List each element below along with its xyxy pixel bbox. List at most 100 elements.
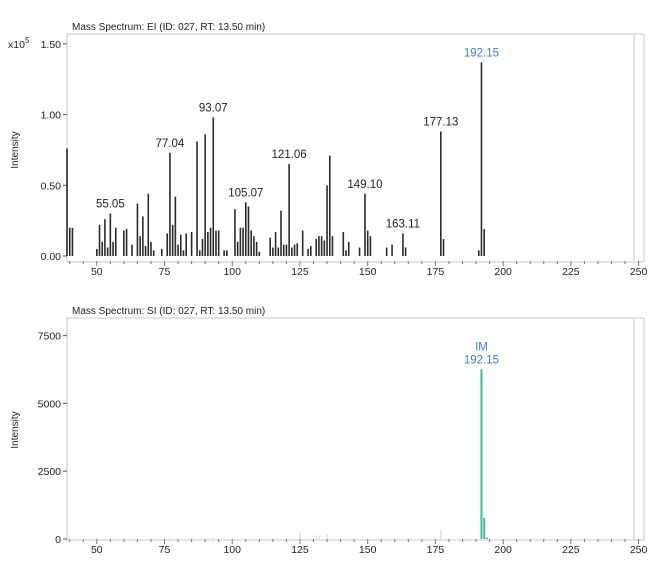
ei-y-axis-label: Intensity [10,131,21,168]
ei-peak-bar [201,239,204,256]
si-peak-bar [212,537,214,539]
ei-peak-bar [342,231,345,256]
ei-peak-bar [177,244,179,256]
ei-peak-bar [196,141,198,256]
si-x-tick-label: 75 [159,544,171,556]
ei-peak-bar [144,246,147,256]
ei-peak-bar [277,247,280,256]
si-x-tick-label: 50 [91,544,103,556]
ei-peak-bar [169,152,171,256]
ei-peak-bar [440,131,442,256]
ei-peak-bar [255,241,258,256]
ei-peak-bar [198,250,201,256]
ei-peak-bar [234,209,236,256]
ei-peak-bar [477,250,480,256]
ei-x-tick-label: 50 [91,266,103,278]
ei-peak-bar [307,248,309,256]
si-plot-frame [66,317,645,541]
ei-peak-bar [250,230,253,256]
ei-peak-bar [125,229,128,256]
ei-peak-bar [285,244,288,256]
ei-peak-bar [280,210,282,256]
ei-peak-bar [310,246,312,256]
ei-peak-label: 93.07 [199,102,228,114]
si-x-tick-label: 150 [359,544,377,556]
ei-peak-bar [402,233,404,256]
ei-peak-bar [166,233,169,256]
ei-peak-bar [131,244,133,256]
ei-peak-bar [98,224,101,256]
si-spectrum-panel: Mass Spectrum: SI (ID: 027, RT: 13.50 mi… [10,306,647,556]
ei-peak-bar [258,251,261,256]
ei-peak-bar [68,227,71,256]
ei-peak-label: 163.11 [386,218,420,230]
ei-peak-bar [147,193,150,256]
si-peak-bar [299,531,301,539]
ei-peak-label: 55.05 [96,199,125,211]
ei-y-tick-label: 0.50 [41,180,62,192]
ei-peak-bar [328,155,331,256]
ei-peak-bar [345,250,347,256]
ei-peak-label: 177.13 [423,117,458,129]
ei-peak-bar [331,236,334,256]
ei-peak-bar [209,227,212,256]
si-x-tick-label: 250 [630,544,648,556]
si-peak-label: IM [475,342,488,354]
ei-peak-bar [244,202,247,256]
ei-peak-bar [150,241,152,256]
si-x-tick-label: 200 [494,544,512,556]
si-peak-bar [485,537,488,539]
ei-peak-bar [253,236,255,256]
ei-x-tick-label: 225 [562,266,580,278]
ei-peak-bar [217,230,220,256]
ei-peak-bar [123,230,125,256]
si-peak-bar [326,534,328,539]
ei-peak-bar [391,244,393,256]
ei-peak-bar [272,247,274,256]
ei-peak-bar [274,231,277,256]
si-chart-title: Mass Spectrum: SI (ID: 027, RT: 13.50 mi… [72,306,265,317]
ei-peak-bar [293,244,296,256]
si-peak-label: 192.15 [464,355,499,367]
si-x-tick-label: 225 [562,544,580,556]
ei-peak-bar [320,236,323,256]
ei-peak-bar [174,196,177,256]
ei-peak-bar [369,236,372,256]
ei-peak-bar [239,227,242,256]
ei-peak-bar [366,230,369,256]
ei-peak-bar [207,231,209,256]
ei-peak-bar [288,164,290,256]
ei-peak-label: 105.07 [228,187,263,199]
ei-x-tick-label: 200 [494,266,512,278]
ei-peak-bar [112,241,114,256]
si-peak-bar [315,535,317,539]
ei-peak-label: 77.04 [156,138,185,150]
ei-spectrum-panel: Mass Spectrum: EI (ID: 027, RT: 13.50 mi… [8,22,647,278]
si-y-tick-label: 0 [55,534,61,546]
ei-peak-bar [182,250,185,256]
ei-peak-bar [347,241,350,256]
ei-peak-bar [269,237,271,256]
ei-peak-bar [142,216,144,256]
si-peak-bar [318,535,320,539]
ei-y-tick-label: 0.00 [41,251,62,263]
ei-peak-bar [385,247,388,256]
ei-peak-bar [171,224,174,256]
ei-intensity-multiplier: x105 [8,36,30,51]
ei-peak-bar [296,243,299,256]
ei-peak-bar [483,229,485,256]
si-peak-bar [169,537,171,539]
ei-peak-bar [291,247,293,256]
ei-peak-bar [106,247,109,256]
ei-peak-bar [96,248,98,256]
ei-peak-label: 121.06 [272,149,307,161]
si-x-tick-label: 175 [427,544,445,556]
ei-peak-label: 149.10 [347,179,382,191]
si-peak-bar [480,369,483,539]
ei-peak-bar [204,134,206,256]
ei-x-tick-label: 100 [223,266,241,278]
ei-peak-bar [190,231,193,256]
ei-peak-bar [114,227,117,256]
si-y-tick-label: 7500 [38,331,62,343]
